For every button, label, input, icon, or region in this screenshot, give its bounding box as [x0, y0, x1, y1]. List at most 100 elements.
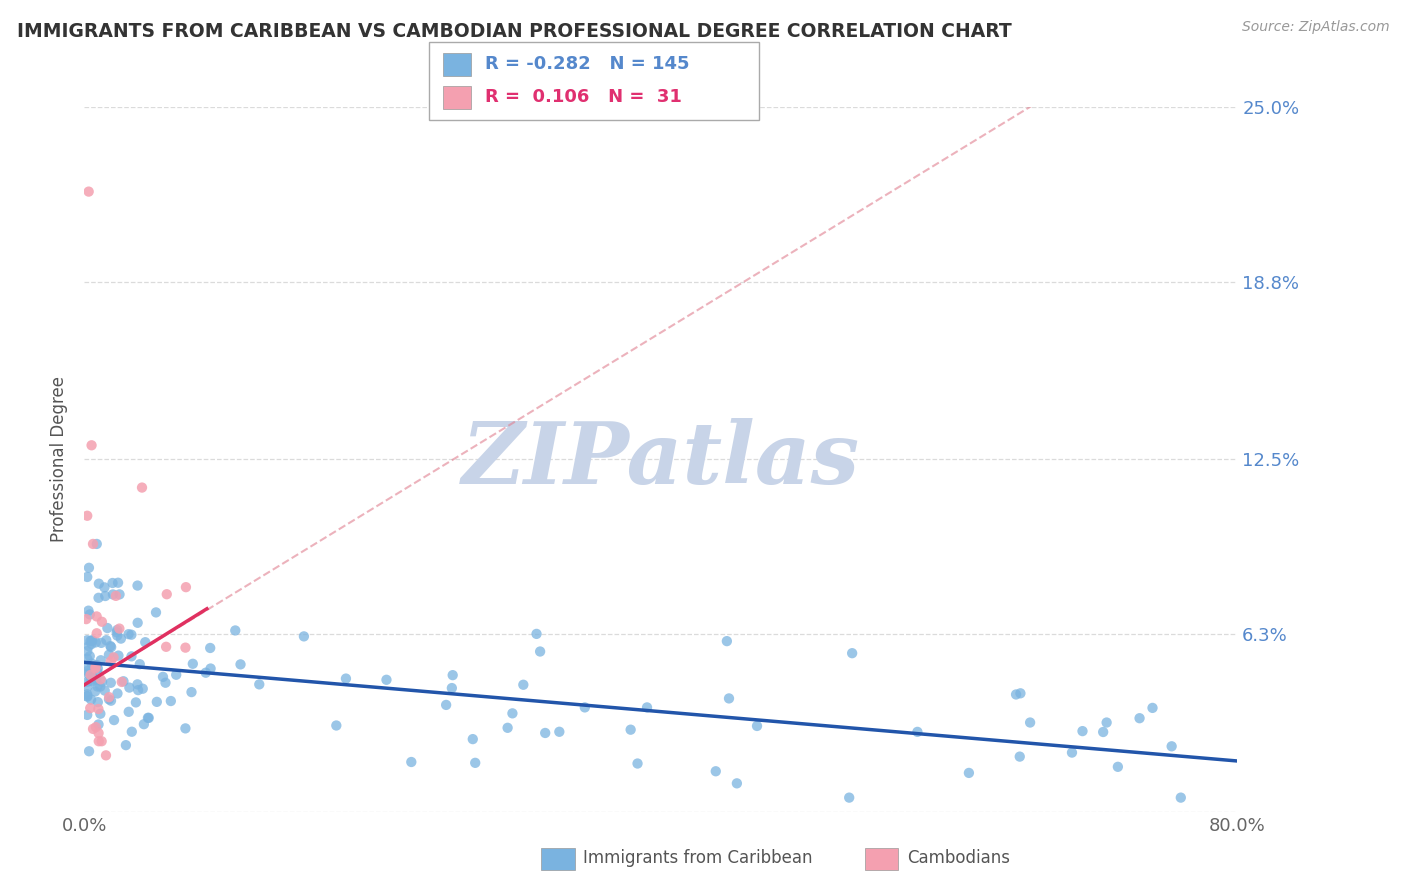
Point [512, 678, 534, 692]
Point [1160, 739, 1182, 754]
Point [496, 721, 519, 735]
Point [84, 635, 107, 649]
Point [636, 700, 658, 714]
Point [127, 615, 149, 630]
Point [87, 717, 110, 731]
Point [90, 636, 112, 650]
Point [108, 622, 131, 636]
Point [87, 702, 110, 716]
Point [103, 650, 125, 665]
Point [101, 576, 124, 591]
Point [96, 633, 118, 648]
Point [134, 635, 156, 649]
Point [108, 587, 131, 601]
Point [86, 665, 108, 679]
Point [87, 695, 110, 709]
Point [292, 629, 315, 643]
Point [121, 724, 143, 739]
Point [80, 657, 103, 671]
Point [80, 692, 103, 706]
Point [620, 723, 643, 737]
Point [127, 683, 149, 698]
Point [200, 640, 222, 655]
Point [127, 578, 149, 592]
Point [325, 718, 347, 732]
Point [1005, 688, 1028, 702]
Point [548, 724, 571, 739]
Point [165, 667, 187, 681]
Point [100, 654, 122, 668]
Point [120, 628, 142, 642]
Point [127, 677, 149, 691]
Point [77, 666, 100, 681]
Point [76, 652, 98, 666]
Point [725, 776, 748, 790]
Point [98, 690, 121, 705]
Point [77, 744, 100, 758]
Point [375, 673, 398, 687]
Point [76, 680, 98, 694]
Point [181, 657, 204, 671]
Point [76, 644, 98, 658]
Point [105, 625, 128, 640]
Point [87, 576, 110, 591]
Point [174, 722, 197, 736]
Point [97, 648, 120, 662]
Point [1060, 746, 1083, 760]
Point [77, 604, 100, 618]
Point [91, 674, 114, 689]
Point [121, 649, 143, 664]
Point [717, 691, 740, 706]
Point [156, 587, 179, 601]
Point [464, 756, 486, 770]
Point [100, 694, 122, 708]
Point [1128, 711, 1150, 725]
Point [80, 633, 103, 648]
Point [174, 640, 197, 655]
Point [200, 661, 222, 675]
Point [103, 713, 125, 727]
Point [76, 633, 98, 648]
Point [76, 659, 98, 673]
Point [82, 670, 104, 684]
Point [160, 694, 183, 708]
Text: Source: ZipAtlas.com: Source: ZipAtlas.com [1241, 20, 1389, 34]
Point [100, 640, 122, 654]
Point [94, 748, 117, 763]
Point [76, 664, 98, 678]
Text: R = -0.282   N = 145: R = -0.282 N = 145 [485, 55, 689, 73]
Point [89, 680, 111, 694]
Point [86, 658, 108, 673]
Point [87, 734, 110, 748]
Point [107, 686, 129, 700]
Point [745, 719, 768, 733]
Point [626, 756, 648, 771]
Point [1071, 724, 1094, 739]
Text: R =  0.106   N =  31: R = 0.106 N = 31 [485, 88, 682, 106]
Point [89, 706, 111, 721]
Point [84, 660, 107, 674]
Point [1107, 760, 1129, 774]
Text: IMMIGRANTS FROM CARIBBEAN VS CAMBODIAN PROFESSIONAL DEGREE CORRELATION CHART: IMMIGRANTS FROM CARIBBEAN VS CAMBODIAN P… [17, 22, 1012, 41]
Point [841, 646, 863, 660]
Point [247, 677, 270, 691]
Point [82, 669, 104, 683]
Point [107, 575, 129, 590]
Text: Immigrants from Caribbean: Immigrants from Caribbean [583, 849, 813, 867]
Point [145, 606, 167, 620]
Point [501, 706, 523, 721]
Point [76, 707, 98, 722]
Point [76, 674, 98, 689]
Point [118, 681, 141, 695]
Point [224, 624, 246, 638]
Point [704, 764, 727, 779]
Point [1092, 725, 1115, 739]
Point [1095, 715, 1118, 730]
Point [76, 687, 98, 701]
Point [534, 726, 557, 740]
Point [716, 634, 738, 648]
Point [82, 633, 104, 648]
Point [82, 722, 104, 736]
Point [112, 674, 135, 689]
Point [101, 587, 124, 601]
